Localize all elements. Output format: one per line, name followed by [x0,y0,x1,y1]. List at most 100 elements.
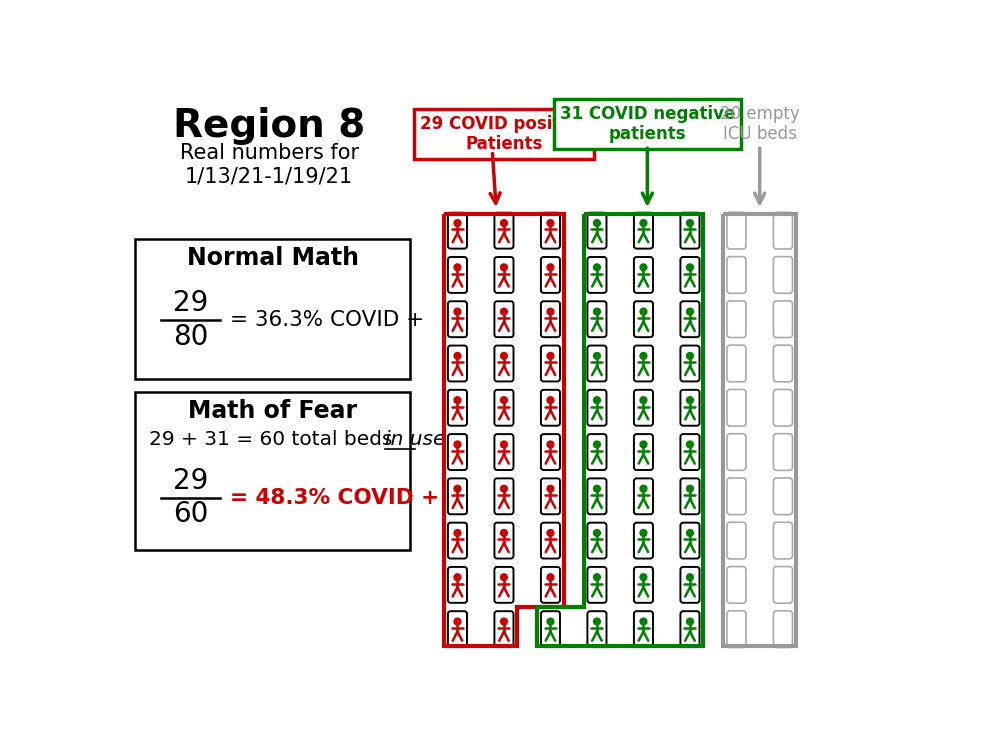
Circle shape [547,530,554,536]
Circle shape [501,618,507,625]
Circle shape [547,352,554,359]
Circle shape [686,530,693,536]
FancyBboxPatch shape [541,479,560,514]
Circle shape [501,397,507,404]
FancyBboxPatch shape [541,434,560,470]
Text: = 48.3% COVID +: = 48.3% COVID + [229,488,439,507]
FancyBboxPatch shape [727,522,745,559]
Circle shape [501,485,507,492]
Text: 29 + 31 = 60 total beds: 29 + 31 = 60 total beds [149,430,398,449]
FancyBboxPatch shape [680,212,699,249]
Circle shape [594,308,601,315]
FancyBboxPatch shape [588,567,607,603]
Circle shape [640,397,647,404]
FancyBboxPatch shape [448,567,467,603]
FancyBboxPatch shape [448,390,467,426]
FancyBboxPatch shape [588,611,607,647]
Circle shape [454,618,461,625]
Circle shape [501,220,507,227]
Text: = 36.3% COVID +: = 36.3% COVID + [229,310,424,330]
FancyBboxPatch shape [494,345,513,382]
FancyBboxPatch shape [588,302,607,337]
Text: 20 empty
ICU beds: 20 empty ICU beds [720,104,800,144]
FancyBboxPatch shape [541,567,560,603]
Circle shape [547,264,554,271]
Circle shape [686,485,693,492]
Circle shape [640,220,647,227]
FancyBboxPatch shape [680,302,699,337]
FancyBboxPatch shape [448,345,467,382]
FancyBboxPatch shape [494,434,513,470]
FancyBboxPatch shape [588,479,607,514]
Circle shape [501,308,507,315]
FancyBboxPatch shape [634,390,653,426]
Circle shape [686,220,693,227]
FancyBboxPatch shape [774,566,793,603]
Circle shape [686,264,693,271]
FancyBboxPatch shape [588,257,607,293]
FancyBboxPatch shape [588,434,607,470]
Circle shape [454,220,461,227]
FancyBboxPatch shape [494,212,513,249]
Circle shape [640,618,647,625]
Circle shape [640,352,647,359]
FancyBboxPatch shape [634,567,653,603]
FancyBboxPatch shape [774,256,793,293]
Circle shape [686,308,693,315]
FancyBboxPatch shape [494,567,513,603]
FancyBboxPatch shape [727,611,745,647]
Circle shape [594,618,601,625]
Circle shape [454,352,461,359]
Circle shape [640,485,647,492]
Circle shape [501,530,507,536]
FancyBboxPatch shape [448,611,467,647]
FancyBboxPatch shape [680,390,699,426]
Circle shape [454,530,461,536]
Text: 31 COVID negative
patients: 31 COVID negative patients [559,104,735,144]
FancyBboxPatch shape [541,522,560,559]
FancyBboxPatch shape [774,434,793,470]
FancyBboxPatch shape [634,479,653,514]
FancyBboxPatch shape [680,479,699,514]
Circle shape [501,574,507,581]
FancyBboxPatch shape [727,434,745,470]
FancyBboxPatch shape [588,522,607,559]
Circle shape [501,352,507,359]
Circle shape [640,441,647,448]
Circle shape [640,308,647,315]
Circle shape [686,397,693,404]
FancyBboxPatch shape [727,389,745,426]
FancyBboxPatch shape [680,522,699,559]
Text: Normal Math: Normal Math [186,246,358,270]
Circle shape [501,441,507,448]
FancyBboxPatch shape [727,301,745,337]
Circle shape [640,264,647,271]
Circle shape [454,264,461,271]
Circle shape [594,485,601,492]
Circle shape [454,397,461,404]
Text: 29 COVID positive
Patients: 29 COVID positive Patients [420,115,589,153]
FancyBboxPatch shape [494,479,513,514]
Circle shape [454,574,461,581]
FancyBboxPatch shape [541,257,560,293]
Circle shape [594,441,601,448]
FancyBboxPatch shape [774,212,793,249]
FancyBboxPatch shape [448,434,467,470]
Circle shape [594,397,601,404]
FancyBboxPatch shape [774,345,793,382]
FancyBboxPatch shape [448,212,467,249]
Circle shape [547,618,554,625]
FancyBboxPatch shape [135,239,410,379]
FancyBboxPatch shape [448,257,467,293]
FancyBboxPatch shape [494,522,513,559]
FancyBboxPatch shape [727,256,745,293]
FancyBboxPatch shape [634,434,653,470]
Circle shape [640,574,647,581]
FancyBboxPatch shape [541,302,560,337]
Text: Real numbers for
1/13/21-1/19/21: Real numbers for 1/13/21-1/19/21 [179,143,359,186]
FancyBboxPatch shape [634,345,653,382]
FancyBboxPatch shape [727,566,745,603]
FancyBboxPatch shape [680,611,699,647]
Circle shape [594,264,601,271]
FancyBboxPatch shape [774,611,793,647]
